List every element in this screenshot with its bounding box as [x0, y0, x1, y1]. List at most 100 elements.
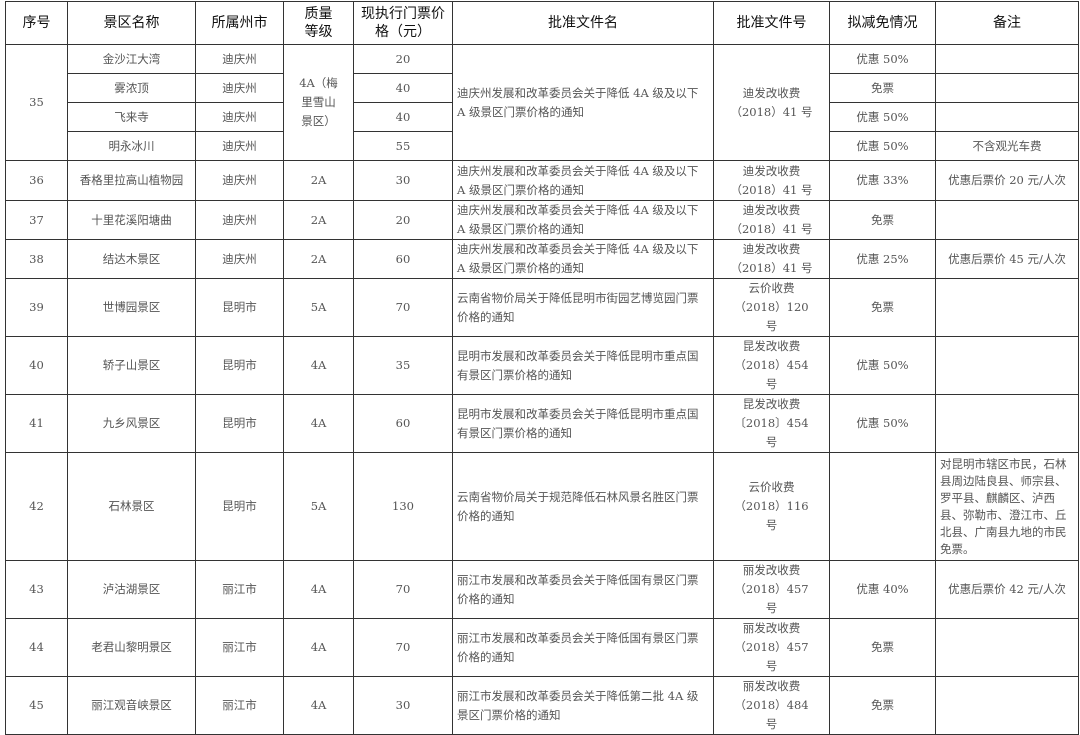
- header-doc-name: 批准文件名: [452, 1, 714, 45]
- table-row: 飞来寺 迪庆州 40 优惠 50%: [6, 102, 1079, 132]
- discount: 优惠 40%: [829, 560, 936, 619]
- note: [935, 102, 1079, 132]
- row-number: 39: [5, 278, 68, 337]
- scenic-name: 石林景区: [67, 452, 196, 561]
- table-row: 44 老君山黎明景区 丽江市 4A 70 丽江市发展和改革委员会关于降低国有景区门票价格的…: [5, 618, 1079, 677]
- header-grade: 质量等级: [283, 1, 354, 45]
- row-number: 45: [5, 676, 68, 735]
- table-row: 雾浓顶 迪庆州 40 免票: [6, 73, 1079, 103]
- scenic-name: 结达木景区: [67, 239, 196, 279]
- ticket-price: 20: [353, 44, 453, 74]
- city: 迪庆州: [195, 131, 284, 161]
- note: 不含观光车费: [935, 131, 1079, 161]
- approval-doc-name: 迪庆州发展和改革委员会关于降低 4A 级及以下 A 级景区门票价格的通知: [452, 160, 714, 201]
- quality-grade: 5A: [283, 452, 354, 561]
- header-doc-no: 批准文件号: [713, 1, 830, 45]
- note: [935, 44, 1079, 74]
- discount: [829, 452, 936, 561]
- city: 昆明市: [195, 278, 284, 337]
- scenic-name: 泸沽湖景区: [67, 560, 196, 619]
- note: 优惠后票价 42 元/人次: [935, 560, 1079, 619]
- ticket-price: 70: [353, 618, 453, 677]
- approval-doc-name: 昆明市发展和改革委员会关于降低昆明市重点国有景区门票价格的通知: [452, 394, 714, 453]
- scenic-name: 雾浓顶: [67, 73, 196, 103]
- ticket-price: 60: [353, 394, 453, 453]
- approval-doc-no: 迪发改收费（2018）41 号: [713, 160, 830, 201]
- discount: 优惠 25%: [829, 239, 936, 279]
- row-number: 37: [5, 200, 68, 240]
- city: 丽江市: [195, 560, 284, 619]
- city: 迪庆州: [195, 239, 284, 279]
- scenic-name: 金沙江大湾: [67, 44, 196, 74]
- approval-doc-no: 迪发改收费（2018）41 号: [713, 44, 830, 161]
- scenic-name: 轿子山景区: [67, 336, 196, 395]
- approval-doc-name: 云南省物价局关于降低昆明市街园艺博览园门票价格的通知: [452, 278, 714, 337]
- note: 对昆明市辖区市民，石林县周边陆良县、师宗县、罗平县、麒麟区、泸西县、弥勒市、澄江…: [935, 452, 1079, 561]
- discount: 免票: [829, 618, 936, 677]
- row-number: 35: [5, 44, 68, 161]
- header-note: 备注: [935, 1, 1079, 45]
- discount: 优惠 50%: [829, 44, 936, 74]
- ticket-price: 30: [353, 160, 453, 201]
- table-row: 39 世博园景区 昆明市 5A 70 云南省物价局关于降低昆明市街园艺博览园门票价格的通知…: [5, 278, 1079, 337]
- approval-doc-name: 丽江市发展和改革委员会关于降低国有景区门票价格的通知: [452, 618, 714, 677]
- approval-doc-name: 迪庆州发展和改革委员会关于降低 4A 级及以下 A 级景区门票价格的通知: [452, 239, 714, 279]
- row-number: 41: [5, 394, 68, 453]
- ticket-price: 70: [353, 560, 453, 619]
- discount: 免票: [829, 200, 936, 240]
- note: 优惠后票价 45 元/人次: [935, 239, 1079, 279]
- discount: 免票: [829, 278, 936, 337]
- city: 迪庆州: [195, 200, 284, 240]
- scenic-name: 世博园景区: [67, 278, 196, 337]
- scenic-name: 九乡风景区: [67, 394, 196, 453]
- table-row: 45 丽江观音峡景区 丽江市 4A 30 丽江市发展和改革委员会关于降低第二批 4A 级景…: [5, 676, 1079, 735]
- ticket-price: 20: [353, 200, 453, 240]
- quality-grade: 4A: [283, 560, 354, 619]
- scenic-name: 老君山黎明景区: [67, 618, 196, 677]
- approval-doc-no: 昆发改收费〔2018〕454 号: [713, 394, 830, 453]
- ticket-price: 130: [353, 452, 453, 561]
- discount: 优惠 50%: [829, 102, 936, 132]
- quality-grade: 4A: [283, 676, 354, 735]
- city: 昆明市: [195, 336, 284, 395]
- table-row: 37 十里花溪阳塘曲 迪庆州 2A 20 迪庆州发展和改革委员会关于降低 4A 级及以下 …: [5, 200, 1079, 240]
- scenic-ticket-price-table: 序号 景区名称 所属州市 质量等级 现执行门票价格（元） 批准文件名 批准文件号…: [5, 1, 1079, 735]
- discount: 优惠 50%: [829, 394, 936, 453]
- approval-doc-no: 云价收费（2018）120 号: [713, 278, 830, 337]
- note: [935, 394, 1079, 453]
- approval-doc-no: 昆发改收费（2018）454 号: [713, 336, 830, 395]
- ticket-price: 55: [353, 131, 453, 161]
- scenic-name: 明永冰川: [67, 131, 196, 161]
- city: 迪庆州: [195, 160, 284, 201]
- note: [935, 336, 1079, 395]
- discount: 优惠 33%: [829, 160, 936, 201]
- scenic-name: 飞来寺: [67, 102, 196, 132]
- approval-doc-no: 迪发改收费（2018）41 号: [713, 239, 830, 279]
- header-city: 所属州市: [195, 1, 284, 45]
- table-row: 明永冰川 迪庆州 55 优惠 50% 不含观光车费: [6, 131, 1079, 161]
- note: [935, 278, 1079, 337]
- row-number: 38: [5, 239, 68, 279]
- quality-grade: 5A: [283, 278, 354, 337]
- table-row: 36 香格里拉高山植物园 迪庆州 2A 30 迪庆州发展和改革委员会关于降低 4A 级及以…: [5, 160, 1079, 201]
- table-body: 35 金沙江大湾 迪庆州 4A（梅里雪山景区） 20 迪庆州发展和改革委员会关于降低 4A…: [5, 44, 1079, 735]
- approval-doc-no: 云价收费（2018）116 号: [713, 452, 830, 561]
- ticket-price: 40: [353, 102, 453, 132]
- ticket-price: 40: [353, 73, 453, 103]
- city: 昆明市: [195, 394, 284, 453]
- city: 丽江市: [195, 676, 284, 735]
- quality-grade: 4A（梅里雪山景区）: [283, 44, 354, 161]
- note: [935, 200, 1079, 240]
- approval-doc-name: 丽江市发展和改革委员会关于降低国有景区门票价格的通知: [452, 560, 714, 619]
- approval-doc-name: 丽江市发展和改革委员会关于降低第二批 4A 级景区门票价格的通知: [452, 676, 714, 735]
- ticket-price: 35: [353, 336, 453, 395]
- approval-doc-name: 昆明市发展和改革委员会关于降低昆明市重点国有景区门票价格的通知: [452, 336, 714, 395]
- table-row: 35 金沙江大湾 迪庆州 4A（梅里雪山景区） 20 迪庆州发展和改革委员会关于降低 4A…: [5, 44, 1079, 161]
- approval-doc-no: 丽发改收费（2018）457 号: [713, 618, 830, 677]
- table-row: 43 泸沽湖景区 丽江市 4A 70 丽江市发展和改革委员会关于降低国有景区门票价格的通知…: [5, 560, 1079, 619]
- note: [935, 676, 1079, 735]
- city: 昆明市: [195, 452, 284, 561]
- approval-doc-no: 丽发改收费（2018）484 号: [713, 676, 830, 735]
- quality-grade: 4A: [283, 336, 354, 395]
- city: 迪庆州: [195, 102, 284, 132]
